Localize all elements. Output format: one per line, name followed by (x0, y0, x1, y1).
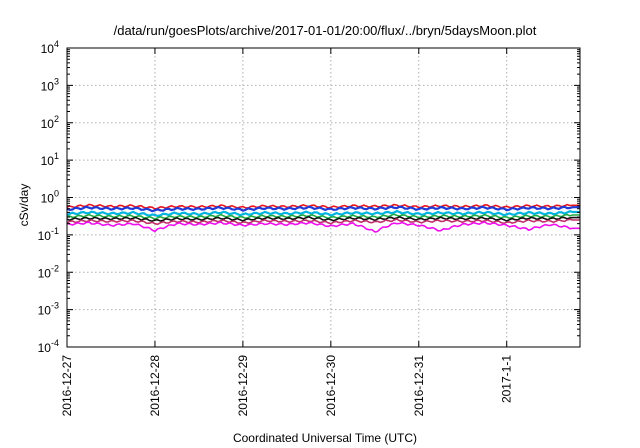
y-tick-label: 101 (41, 151, 59, 168)
x-tick-labels: 2016-12-27 2016-12-28 2016-12-29 2016-12-30… (60, 355, 514, 417)
y-tick-label: 10-2 (38, 263, 59, 280)
grid (66, 48, 580, 347)
x-tick-label: 2016-12-29 (236, 355, 250, 417)
x-tick-label: 2016-12-31 (412, 355, 426, 417)
x-tick-label: 2017-1-1 (500, 355, 514, 403)
x-tick-label: 2016-12-30 (324, 355, 338, 417)
y-tick-label: 10-3 (38, 301, 59, 318)
series-line (66, 221, 580, 233)
x-tick-label: 2016-12-27 (60, 355, 74, 417)
series-line (66, 215, 580, 222)
y-tick-label: 100 (41, 189, 59, 206)
x-tick-label: 2016-12-28 (148, 355, 162, 417)
series-line (66, 213, 580, 220)
series-group (66, 203, 580, 233)
y-tick-label: 104 (41, 39, 59, 56)
x-axis-label: Coordinated Universal Time (UTC) (233, 431, 417, 445)
series-line (66, 210, 580, 218)
y-tick-label: 10-1 (38, 226, 59, 243)
chart-title: /data/run/goesPlots/archive/2017-01-01/2… (114, 23, 537, 38)
y-tick-label: 10-4 (38, 338, 59, 355)
y-tick-label: 103 (41, 76, 59, 93)
series-line (66, 205, 580, 213)
axis-ticks (66, 47, 580, 348)
y-tick-labels: 10-4 10-3 10-2 10-1 100 101 102 103 104 (38, 39, 59, 355)
y-tick-label: 102 (41, 114, 59, 131)
y-axis-label: cSv/day (17, 184, 31, 227)
series-line (66, 218, 580, 226)
